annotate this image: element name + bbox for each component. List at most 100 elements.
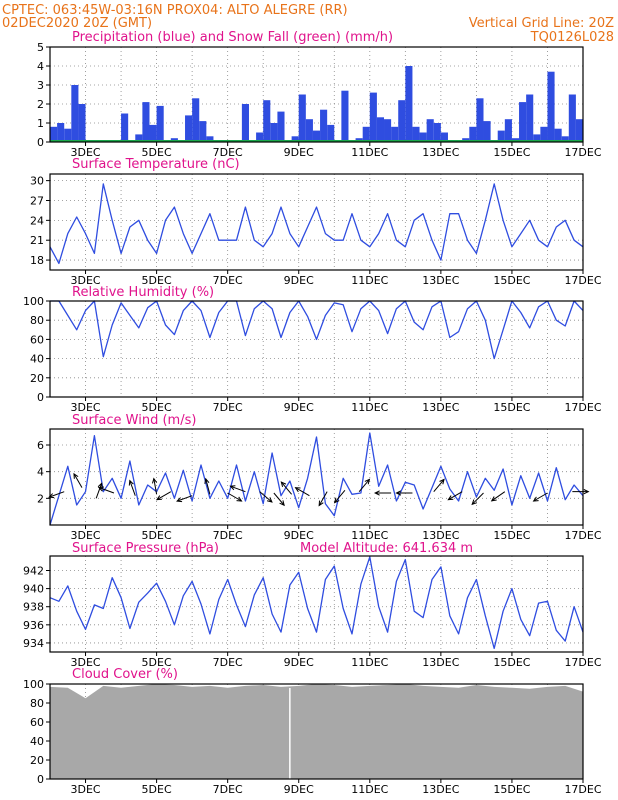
wind-arrow <box>572 489 590 495</box>
humidity-panel: 0 20 40 60 80 100 3DEC 5DEC 7DEC 9DEC 11DEC 13DEC 15… <box>23 295 602 414</box>
pressure-xtick-label: 17DEC <box>564 656 601 669</box>
wind-arrow <box>532 492 548 502</box>
pressure-panel: 934 936 938 940 942 3DEC 5DEC 7DEC 9DEC 11DEC 13DE… <box>23 555 602 669</box>
temp-xtick-label: 13DEC <box>422 274 459 287</box>
wind-arrow <box>259 491 273 503</box>
wind-arrow <box>128 479 136 496</box>
wind-arrow <box>280 481 293 495</box>
precip-bar <box>149 124 157 142</box>
header-model-id: TQ0126L028 <box>530 30 614 45</box>
precip-bar <box>71 85 79 142</box>
precip-bar <box>192 98 200 142</box>
wind-arrow <box>97 486 115 494</box>
wind-series-line <box>49 432 584 526</box>
precip-bar <box>554 128 562 142</box>
wind-arrow <box>490 491 506 502</box>
precip-xtick-label: 7DEC <box>213 146 243 159</box>
header-grid-line: Vertical Grid Line: 20Z <box>469 16 614 31</box>
humidity-ytick-label: 80 <box>30 314 44 327</box>
wind-ytick-label: 6 <box>37 439 44 452</box>
precip-xtick-label: 9DEC <box>284 146 314 159</box>
wind-xtick-label: 17DEC <box>564 529 601 542</box>
precip-bar <box>497 130 505 142</box>
wind-arrow <box>358 478 371 492</box>
cloud-xtick-label: 7DEC <box>213 783 243 796</box>
precip-bar <box>142 102 150 142</box>
pressure-ytick-label: 938 <box>23 601 44 614</box>
precip-xtick-label: 5DEC <box>142 146 172 159</box>
cloud-xtick-label: 5DEC <box>142 783 172 796</box>
wind-arrow <box>229 485 246 493</box>
cloud-xtick-label: 17DEC <box>564 783 601 796</box>
wind-arrow <box>447 491 463 501</box>
pressure-ytick-label: 940 <box>23 583 44 596</box>
humidity-xtick-label: 17DEC <box>564 401 601 414</box>
precip-bar <box>298 94 306 142</box>
temp-ytick-label: 30 <box>30 175 44 188</box>
precip-bar <box>561 136 569 142</box>
temp-ytick-label: 18 <box>30 254 44 267</box>
precip-bar <box>433 123 441 142</box>
humidity-xtick-label: 9DEC <box>284 401 314 414</box>
precip-xtick-label: 13DEC <box>422 146 459 159</box>
precip-bar <box>135 134 143 142</box>
precip-bar <box>405 66 413 142</box>
wind-arrow <box>318 491 328 507</box>
precip-ytick-label: 3 <box>37 79 44 92</box>
precip-bar <box>398 100 406 142</box>
wind-arrow <box>294 487 310 497</box>
precip-ytick-label: 4 <box>37 60 44 73</box>
wind-arrow <box>151 477 158 495</box>
wind-ytick-label: 4 <box>37 466 44 479</box>
precip-bar <box>327 124 335 142</box>
cloud-ytick-label: 80 <box>30 697 44 710</box>
precip-bar <box>64 128 72 142</box>
wind-arrow <box>373 490 392 496</box>
pressure-xtick-label: 5DEC <box>142 656 172 669</box>
cloud-xtick-label: 11DEC <box>351 783 388 796</box>
precip-ytick-label: 2 <box>37 98 44 111</box>
cloud-xtick-label: 9DEC <box>284 783 314 796</box>
humidity-ytick-label: 0 <box>37 391 44 404</box>
temp-xtick-label: 15DEC <box>493 274 530 287</box>
pressure-ytick-label: 942 <box>23 564 44 577</box>
wind-frame <box>49 428 584 526</box>
wind-arrow <box>395 490 413 496</box>
wind-arrow <box>273 492 285 507</box>
precip-ytick-label: 5 <box>37 41 44 54</box>
wind-arrow <box>333 490 346 504</box>
precip-frame <box>49 46 584 143</box>
temp-xtick-label: 7DEC <box>213 274 243 287</box>
wind-xtick-label: 5DEC <box>142 529 172 542</box>
wind-arrow <box>204 477 211 495</box>
wind-xtick-label: 9DEC <box>284 529 314 542</box>
precip-xtick-label: 11DEC <box>351 146 388 159</box>
precip-bar <box>320 109 328 142</box>
cloud-ytick-label: 60 <box>30 716 44 729</box>
humidity-ytick-label: 100 <box>23 295 44 308</box>
humidity-xtick-label: 5DEC <box>142 401 172 414</box>
pressure-frame <box>49 555 584 653</box>
wind-panel: 2 4 6 3DEC 5DEC 7DEC 9DEC 11DEC 13DEC 15DEC 17DEC <box>37 428 602 542</box>
precip-bar <box>291 136 299 142</box>
precip-bar <box>469 126 477 142</box>
wind-arrow <box>155 491 172 501</box>
precip-bar <box>426 119 434 142</box>
precip-panel-title: Precipitation (blue) and Snow Fall (gree… <box>72 30 393 45</box>
precip-xtick-label: 15DEC <box>493 146 530 159</box>
precip-bar <box>526 94 534 142</box>
cloud-ytick-label: 40 <box>30 735 44 748</box>
precip-bar <box>362 126 370 142</box>
humidity-xtick-label: 3DEC <box>70 401 100 414</box>
precip-bar <box>263 100 271 142</box>
wind-xtick-label: 7DEC <box>213 529 243 542</box>
precip-bar <box>440 132 448 142</box>
cloud-panel-title: Cloud Cover (%) <box>72 667 178 682</box>
header-run-time: 02DEC2020 20Z (GMT) <box>2 16 152 31</box>
wind-arrow <box>471 492 484 506</box>
precip-bar <box>312 130 321 142</box>
cloud-cover-area <box>50 684 583 779</box>
temp-xtick-label: 17DEC <box>564 274 601 287</box>
wind-xtick-label: 11DEC <box>351 529 388 542</box>
